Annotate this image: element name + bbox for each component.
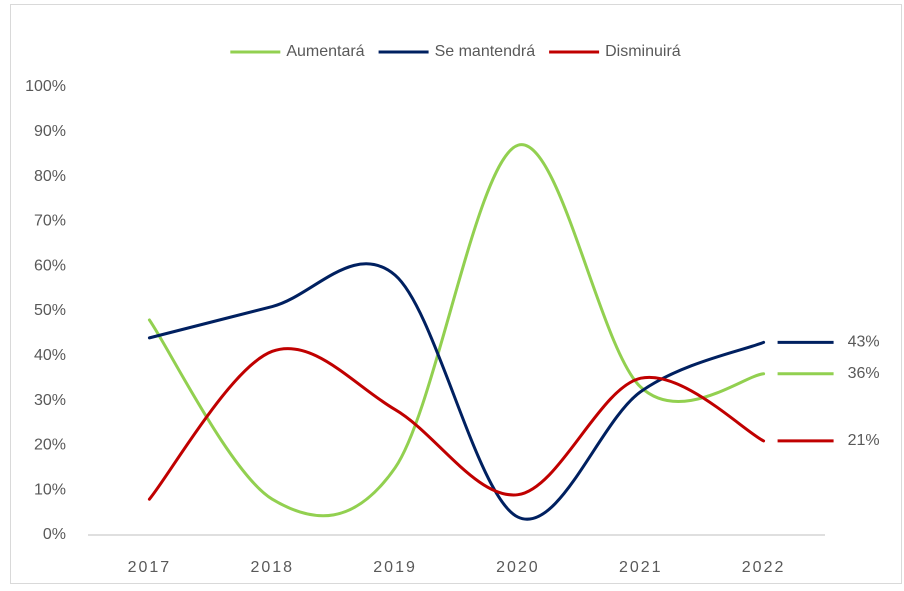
value-label: 43% (848, 334, 880, 351)
legend-label: Disminuirá (605, 43, 681, 60)
y-tick-label: 100% (25, 78, 66, 95)
x-tick-label: 2017 (128, 559, 172, 576)
value-label: 36% (848, 365, 880, 382)
x-tick-label: 2022 (742, 559, 786, 576)
y-tick-label: 50% (34, 302, 66, 319)
x-tick-label: 2019 (373, 559, 417, 576)
legend-label: Aumentará (286, 43, 364, 60)
legend-label: Se mantendrá (435, 43, 536, 60)
y-tick-label: 30% (34, 392, 66, 409)
x-tick-label: 2018 (250, 559, 294, 576)
series-line (147, 262, 766, 521)
x-tick-label: 2020 (496, 559, 540, 576)
y-tick-label: 10% (34, 481, 66, 498)
y-tick-label: 70% (34, 213, 66, 230)
y-tick-label: 60% (34, 257, 66, 274)
value-label: 21% (848, 432, 880, 449)
y-tick-label: 0% (43, 526, 66, 543)
x-tick-label: 2021 (619, 559, 663, 576)
y-tick-label: 20% (34, 437, 66, 454)
series-line (147, 143, 766, 518)
y-tick-label: 80% (34, 168, 66, 185)
y-tick-label: 40% (34, 347, 66, 364)
y-tick-label: 90% (34, 123, 66, 140)
series-line (147, 347, 766, 501)
